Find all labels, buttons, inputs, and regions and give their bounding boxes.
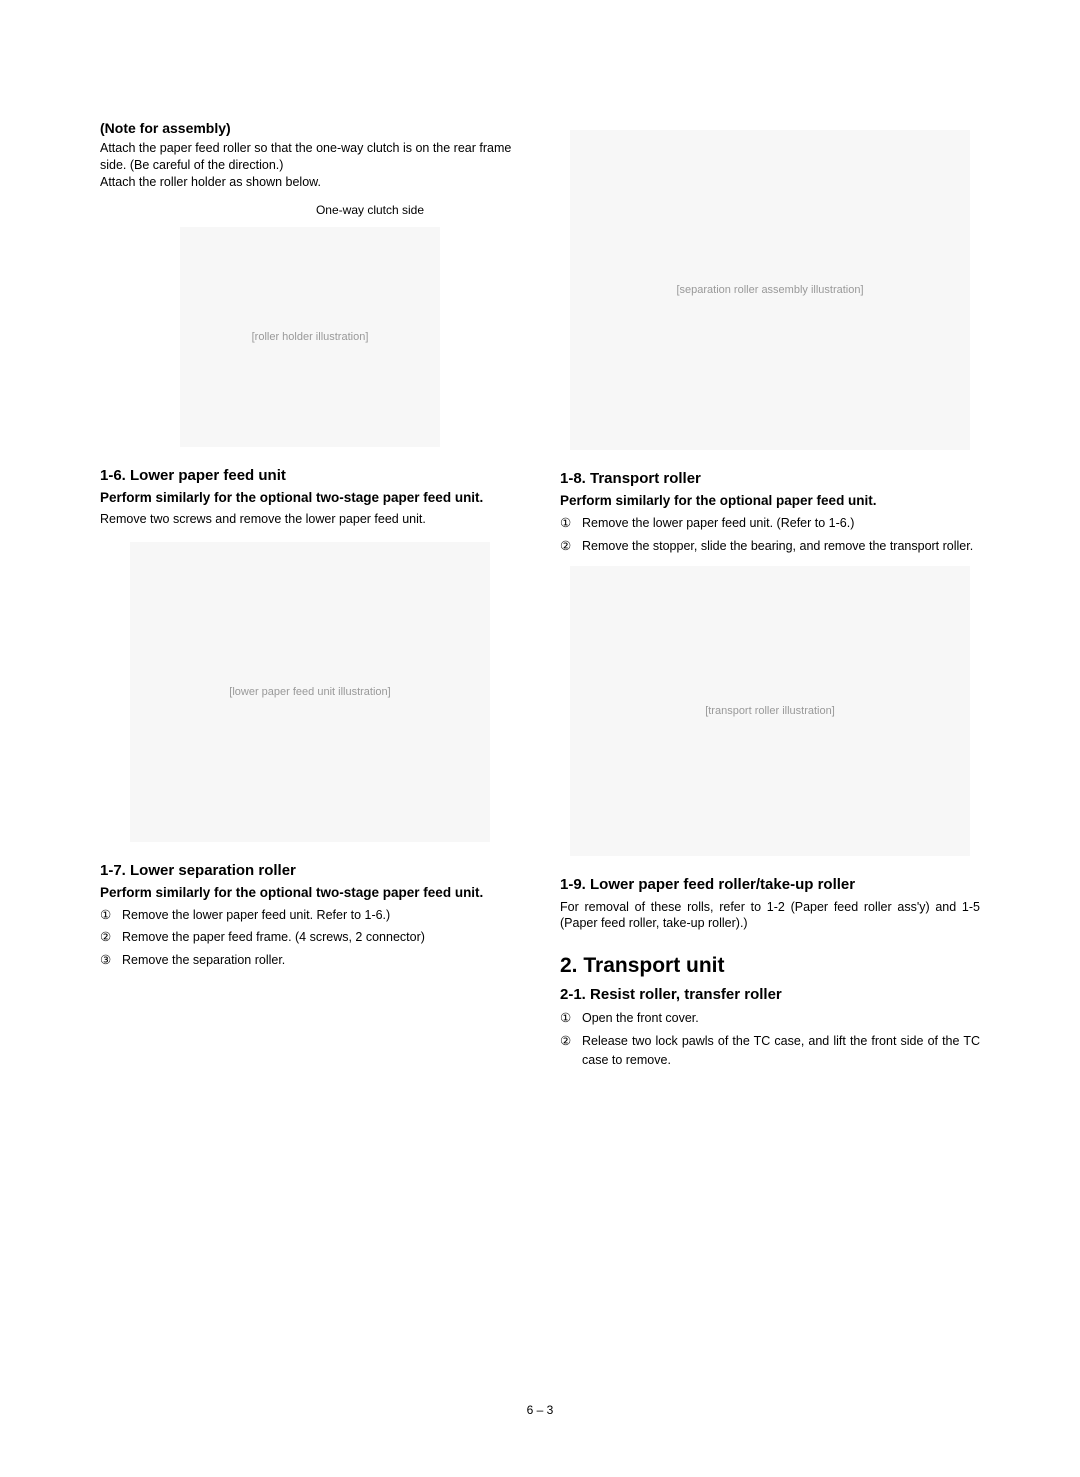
step-text: Remove the paper feed frame. (4 screws, … bbox=[122, 930, 425, 944]
step-number-icon: ② bbox=[100, 928, 111, 947]
step-number-icon: ② bbox=[560, 1032, 571, 1051]
section-1-6-heading: 1-6. Lower paper feed unit bbox=[100, 467, 520, 484]
list-item: ③ Remove the separation roller. bbox=[100, 951, 520, 970]
step-number-icon: ① bbox=[100, 906, 111, 925]
section-1-6-body: Remove two screws and remove the lower p… bbox=[100, 511, 520, 528]
step-text: Remove the stopper, slide the bearing, a… bbox=[582, 539, 973, 553]
step-text: Remove the lower paper feed unit. (Refer… bbox=[582, 516, 854, 530]
figure-2: [lower paper feed unit illustration] bbox=[100, 542, 520, 842]
left-column: (Note for assembly) Attach the paper fee… bbox=[100, 120, 520, 1074]
section-1-8-heading: 1-8. Transport roller bbox=[560, 470, 980, 487]
step-text: Remove the separation roller. bbox=[122, 953, 285, 967]
page-number: 6 – 3 bbox=[0, 1403, 1080, 1417]
figure-2-placeholder: [lower paper feed unit illustration] bbox=[130, 542, 490, 842]
list-item: ② Release two lock pawls of the TC case, … bbox=[560, 1032, 980, 1070]
list-item: ① Remove the lower paper feed unit. Refer… bbox=[100, 906, 520, 925]
section-2-1-heading: 2-1. Resist roller, transfer roller bbox=[560, 986, 980, 1003]
section-1-8-subheading: Perform similarly for the optional paper… bbox=[560, 493, 980, 508]
list-item: ② Remove the paper feed frame. (4 screws,… bbox=[100, 928, 520, 947]
figure-3-placeholder: [separation roller assembly illustration… bbox=[570, 130, 970, 450]
section-1-7-steps: ① Remove the lower paper feed unit. Refer… bbox=[100, 906, 520, 970]
figure-1-caption: One-way clutch side bbox=[316, 203, 424, 217]
step-text: Remove the lower paper feed unit. Refer … bbox=[122, 908, 390, 922]
figure-3: [separation roller assembly illustration… bbox=[560, 130, 980, 450]
step-number-icon: ② bbox=[560, 537, 571, 556]
two-column-layout: (Note for assembly) Attach the paper fee… bbox=[100, 120, 980, 1074]
figure-4-placeholder: [transport roller illustration] bbox=[570, 566, 970, 856]
figure-1-placeholder: [roller holder illustration] bbox=[180, 227, 440, 447]
section-2-heading: 2. Transport unit bbox=[560, 954, 980, 978]
section-1-7-heading: 1-7. Lower separation roller bbox=[100, 862, 520, 879]
page: (Note for assembly) Attach the paper fee… bbox=[0, 0, 1080, 1477]
step-text: Release two lock pawls of the TC case, a… bbox=[582, 1034, 980, 1067]
section-1-9-body: For removal of these rolls, refer to 1-2… bbox=[560, 899, 980, 933]
section-1-9-heading: 1-9. Lower paper feed roller/take-up rol… bbox=[560, 876, 980, 893]
note-body-2: Attach the roller holder as shown below. bbox=[100, 174, 520, 191]
section-1-6-subheading: Perform similarly for the optional two-s… bbox=[100, 490, 520, 505]
list-item: ① Remove the lower paper feed unit. (Refe… bbox=[560, 514, 980, 533]
list-item: ② Remove the stopper, slide the bearing, … bbox=[560, 537, 980, 556]
section-1-7-subheading: Perform similarly for the optional two-s… bbox=[100, 885, 520, 900]
note-heading: (Note for assembly) bbox=[100, 120, 520, 136]
note-body-1: Attach the paper feed roller so that the… bbox=[100, 140, 520, 174]
step-number-icon: ① bbox=[560, 514, 571, 533]
section-2-1-steps: ① Open the front cover. ② Release two lock… bbox=[560, 1009, 980, 1069]
step-number-icon: ③ bbox=[100, 951, 111, 970]
figure-1: [roller holder illustration] bbox=[100, 227, 520, 447]
list-item: ① Open the front cover. bbox=[560, 1009, 980, 1028]
step-text: Open the front cover. bbox=[582, 1011, 699, 1025]
section-1-8-steps: ① Remove the lower paper feed unit. (Refe… bbox=[560, 514, 980, 556]
step-number-icon: ① bbox=[560, 1009, 571, 1028]
figure-4: [transport roller illustration] bbox=[560, 566, 980, 856]
right-column: [separation roller assembly illustration… bbox=[560, 120, 980, 1074]
